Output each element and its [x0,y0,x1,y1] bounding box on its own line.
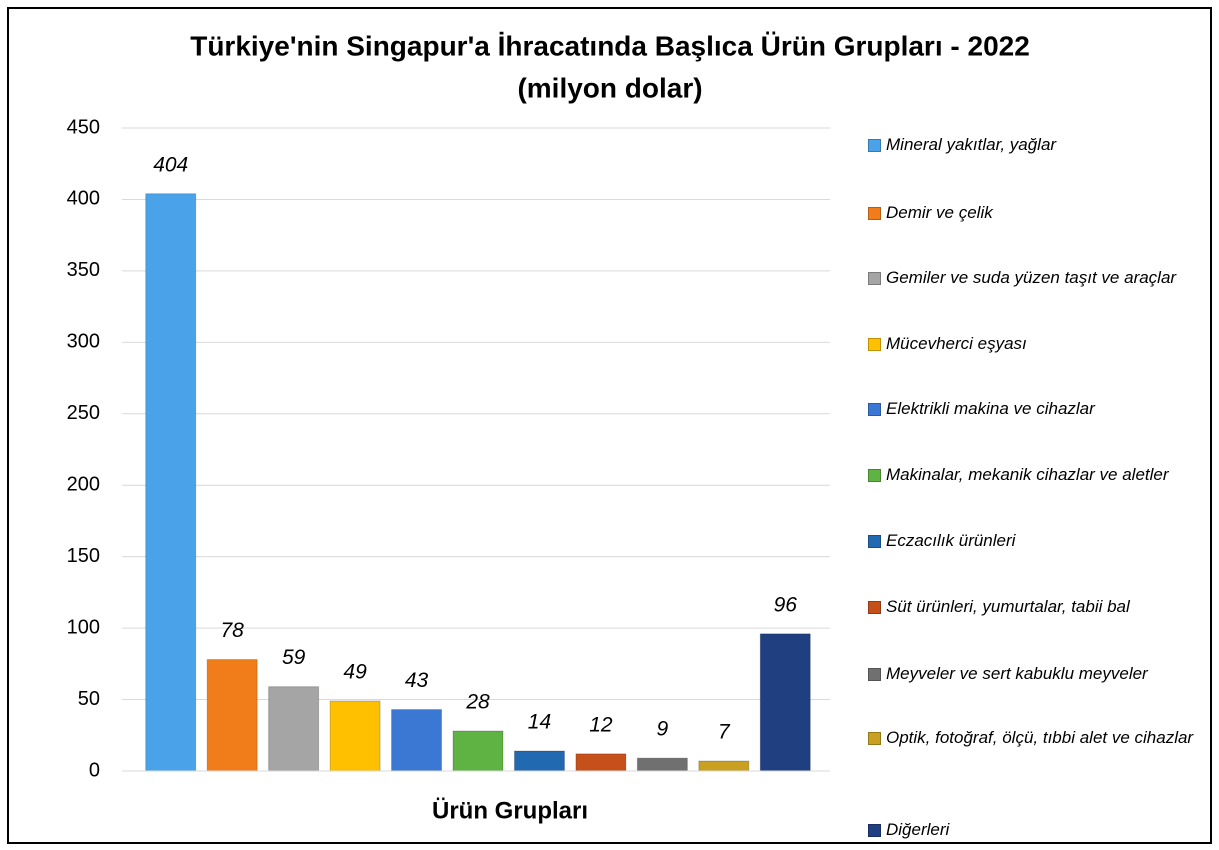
y-tick-label: 400 [67,188,100,210]
legend-item: Mücevherci eşyası [868,330,1212,357]
legend-item: Süt ürünleri, yumurtalar, tabii bal [868,593,1212,620]
chart-title: Türkiye'nin Singapur'a İhracatında Başlı… [190,30,1030,61]
y-tick-label: 100 [67,616,100,638]
value-label: 96 [774,593,798,616]
bar [452,730,504,772]
chart-subtitle: (milyon dolar) [517,72,702,103]
legend-label: Gemiler ve suda yüzen taşıt ve araçlar [886,268,1177,287]
legend-label: Süt ürünleri, yumurtalar, tabii bal [886,597,1130,616]
legend-label: Optik, fotoğraf, ölçü, tıbbi alet ve cih… [886,728,1194,747]
bar [698,760,750,772]
value-label: 49 [343,661,367,684]
legend-label: Mineral yakıtlar, yağlar [886,135,1057,154]
legend-swatch [868,207,881,220]
y-tick-label: 450 [67,116,100,138]
legend-item: Diğerleri [868,816,1212,843]
legend-item: Meyveler ve sert kabuklu meyveler [868,660,1212,687]
legend-label: Demir ve çelik [886,203,993,222]
legend-swatch [868,338,881,351]
bar [145,193,197,772]
legend-item: Mineral yakıtlar, yağlar [868,131,1212,158]
bar [206,659,258,772]
legend-label: Elektrikli makina ve cihazlar [886,399,1095,418]
value-label: 14 [528,711,551,734]
legend-swatch [868,601,881,614]
legend-item: Demir ve çelik [868,199,1212,226]
value-label: 28 [465,691,490,714]
legend-swatch [868,139,881,152]
legend-label: Mücevherci eşyası [886,334,1027,353]
x-axis-label: Ürün Grupları [432,797,588,824]
bar [636,757,688,772]
legend-item: Elektrikli makina ve cihazlar [868,395,1212,422]
value-label: 7 [718,721,731,744]
value-label: 59 [282,646,306,669]
bar [513,750,565,772]
y-tick-label: 250 [67,402,100,424]
y-tick-label: 300 [67,331,100,353]
legend-label: Diğerleri [886,820,950,839]
y-tick-label: 150 [67,545,100,567]
value-label: 404 [153,153,188,176]
legend-swatch [868,668,881,681]
legend-swatch [868,272,881,285]
y-tick-label: 50 [78,688,100,710]
y-tick-label: 200 [67,474,100,496]
y-tick-label: 350 [67,259,100,281]
value-label: 9 [657,718,669,741]
legend-swatch [868,732,881,745]
y-tick-label: 0 [89,759,100,781]
legend-swatch [868,403,881,416]
legend-swatch [868,535,881,548]
legend-swatch [868,469,881,482]
value-label: 12 [589,713,613,736]
legend-label: Meyveler ve sert kabuklu meyveler [886,664,1148,683]
bar [575,753,627,772]
bar [329,700,381,772]
legend-item: Gemiler ve suda yüzen taşıt ve araçlar [868,264,1212,291]
legend-label: Makinalar, mekanik cihazlar ve aletler [886,465,1169,484]
legend-swatch [868,824,881,837]
legend-item: Optik, fotoğraf, ölçü, tıbbi alet ve cih… [868,724,1212,751]
legend-item: Makinalar, mekanik cihazlar ve aletler [868,461,1212,488]
bar [391,709,443,772]
bar [759,633,811,772]
value-label: 78 [221,619,245,642]
value-label: 43 [405,669,429,692]
legend-label: Eczacılık ürünleri [886,531,1016,550]
bar [268,686,320,772]
legend-item: Eczacılık ürünleri [868,527,1212,554]
